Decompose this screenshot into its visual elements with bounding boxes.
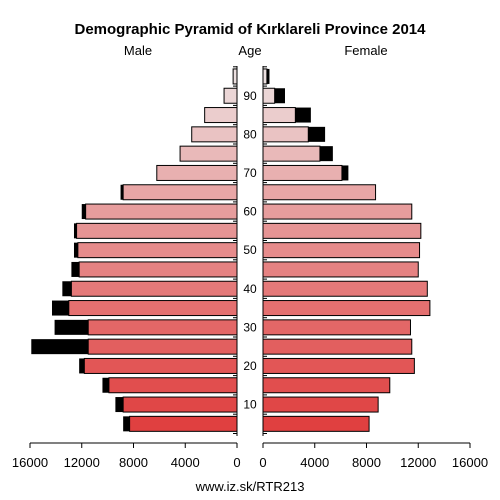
male-bar bbox=[68, 300, 238, 317]
age-tick-label: 10 bbox=[243, 398, 257, 412]
female-bar bbox=[262, 164, 343, 181]
male-excess-bar bbox=[71, 261, 80, 277]
male-excess-bar bbox=[73, 223, 77, 239]
x-tick-label: 12000 bbox=[64, 455, 100, 470]
x-tick-label: 8000 bbox=[119, 455, 148, 470]
female-bar bbox=[262, 261, 419, 278]
age-tick-label: 70 bbox=[243, 166, 257, 180]
male-bar bbox=[77, 242, 238, 259]
male-excess-bar bbox=[54, 319, 89, 335]
age-tick-label: 50 bbox=[243, 243, 257, 257]
female-bar bbox=[262, 203, 413, 220]
female-excess-bar bbox=[295, 107, 311, 123]
female-bar bbox=[262, 87, 276, 104]
female-bar bbox=[262, 396, 379, 413]
male-bar bbox=[108, 377, 238, 394]
male-excess-bar bbox=[115, 397, 124, 413]
male-bar bbox=[85, 203, 238, 220]
age-label: Age bbox=[238, 43, 261, 58]
male-bar bbox=[87, 338, 238, 355]
x-tick-label: 4000 bbox=[171, 455, 200, 470]
x-tick-label: 4000 bbox=[300, 455, 329, 470]
age-tick-label: 20 bbox=[243, 359, 257, 373]
male-excess-bar bbox=[120, 184, 124, 200]
x-tick-label: 16000 bbox=[452, 455, 488, 470]
female-excess-bar bbox=[341, 165, 349, 181]
age-tick-label: 40 bbox=[243, 282, 257, 296]
female-bar bbox=[262, 242, 421, 259]
age-tick-label: 60 bbox=[243, 205, 257, 219]
female-excess-bar bbox=[274, 88, 285, 104]
male-bar bbox=[70, 280, 238, 297]
male-excess-bar bbox=[102, 377, 109, 393]
male-bar bbox=[76, 222, 238, 239]
age-tick-label: 30 bbox=[243, 320, 257, 334]
male-bar bbox=[191, 126, 238, 143]
male-excess-bar bbox=[79, 358, 85, 374]
male-bar bbox=[87, 319, 238, 336]
male-bar bbox=[179, 145, 238, 162]
female-bar bbox=[262, 415, 370, 432]
male-bar bbox=[122, 396, 238, 413]
female-label: Female bbox=[344, 43, 387, 58]
male-excess-bar bbox=[51, 300, 69, 316]
chart-title: Demographic Pyramid of Kırklareli Provin… bbox=[75, 21, 427, 38]
male-bar bbox=[156, 164, 238, 181]
male-label: Male bbox=[124, 43, 152, 58]
female-excess-bar bbox=[308, 126, 326, 142]
male-excess-bar bbox=[62, 281, 72, 297]
female-bar bbox=[262, 300, 431, 317]
female-bar bbox=[262, 377, 391, 394]
male-excess-bar bbox=[73, 242, 78, 258]
age-tick-label: 80 bbox=[243, 127, 257, 141]
male-bar bbox=[232, 68, 238, 85]
female-bar bbox=[262, 357, 415, 374]
female-bar bbox=[262, 222, 422, 239]
female-bar bbox=[262, 319, 411, 336]
male-excess-bar bbox=[31, 339, 89, 355]
female-bar bbox=[262, 126, 309, 143]
age-tick-label: 90 bbox=[243, 89, 257, 103]
male-bar bbox=[78, 261, 238, 278]
female-bar bbox=[262, 184, 377, 201]
female-bar bbox=[262, 338, 413, 355]
male-excess-bar bbox=[123, 416, 130, 432]
female-excess-bar bbox=[319, 146, 333, 162]
x-tick-label: 16000 bbox=[12, 455, 48, 470]
male-bar bbox=[204, 107, 238, 124]
female-bar bbox=[262, 280, 428, 297]
x-tick-label: 8000 bbox=[352, 455, 381, 470]
x-tick-label: 0 bbox=[233, 455, 240, 470]
male-bar bbox=[129, 415, 238, 432]
footer-url: www.iz.sk/RTR213 bbox=[195, 479, 305, 494]
x-tick-label: 0 bbox=[259, 455, 266, 470]
male-bar bbox=[223, 87, 238, 104]
female-bar bbox=[262, 145, 321, 162]
female-excess-bar bbox=[266, 68, 270, 84]
female-bar bbox=[262, 107, 296, 124]
male-bar bbox=[122, 184, 238, 201]
female-bar bbox=[262, 68, 268, 85]
x-tick-label: 12000 bbox=[400, 455, 436, 470]
male-excess-bar bbox=[81, 204, 86, 220]
male-bar bbox=[83, 357, 238, 374]
